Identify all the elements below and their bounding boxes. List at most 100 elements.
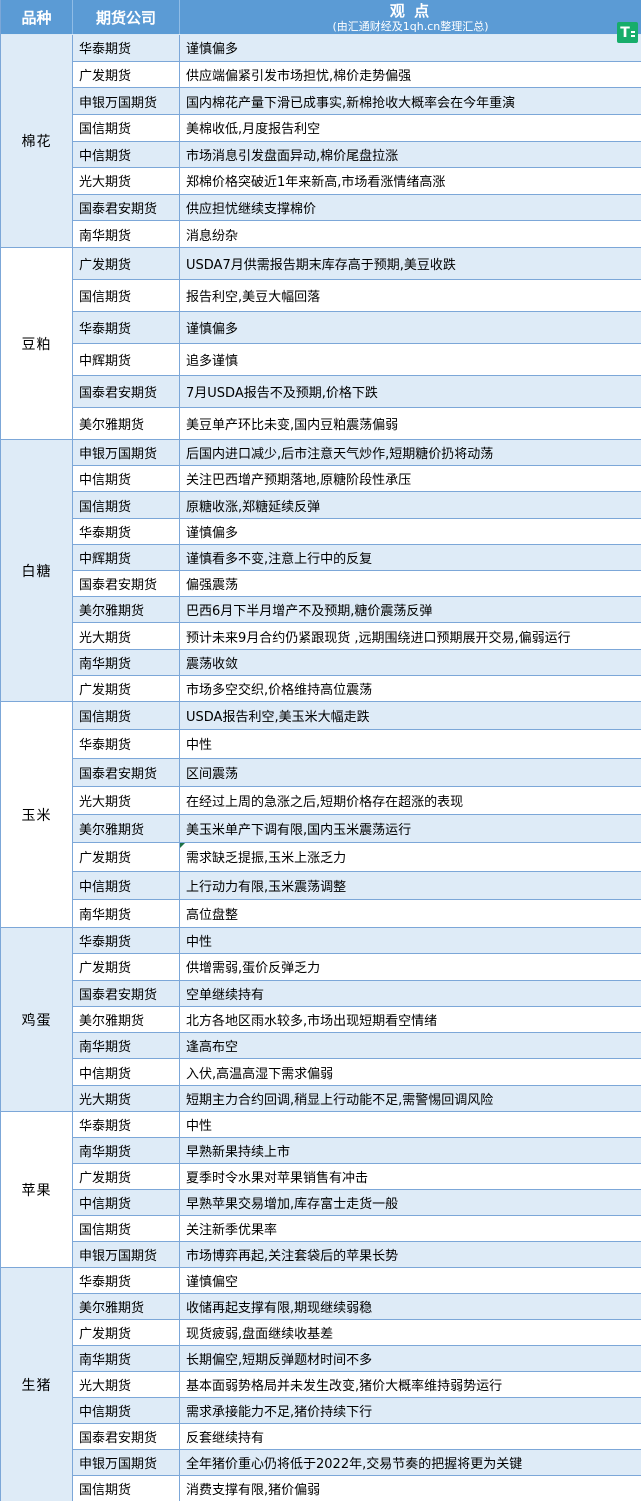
table-row: 华泰期货 谨慎偏多 xyxy=(73,35,641,62)
view-cell: 震荡收敛 xyxy=(186,656,239,672)
view-cell: 7月USDA报告不及预期,价格下跌 xyxy=(186,386,378,401)
variety-cell: 白糖 xyxy=(1,440,73,701)
table-row: 光大期货 预计未来9月合约仍紧跟现货 ,远期围绕进口预期展开交易,偏弱运行 xyxy=(73,623,641,650)
company-cell: 南华期货 xyxy=(73,649,180,675)
table-row: 华泰期货 中性 xyxy=(73,730,641,759)
section-生猪: 生猪 华泰期货 谨慎偏空 美尔雅期货 收储再起支撑有限,期现继续弱稳 广发期货 现货疲弱,盘… xyxy=(1,1268,641,1501)
company-cell: 华泰期货 xyxy=(73,1268,180,1293)
table-row: 广发期货 供增需弱,蛋价反弹乏力 xyxy=(73,954,641,981)
header-view-title: 观 点 xyxy=(389,2,432,21)
company-cell: 光大期货 xyxy=(73,1085,180,1111)
table-row: 中信期货 需求承接能力不足,猪价持续下行 xyxy=(73,1398,641,1424)
view-cell: 市场多空交织,价格维持高位震荡 xyxy=(186,682,373,698)
view-cell: 长期偏空,短期反弹题材时间不多 xyxy=(186,1353,373,1368)
header-view: 观 点 (由汇通财经及1qh.cn整理汇总) xyxy=(180,0,641,34)
company-cell: 国信期货 xyxy=(73,702,180,730)
company-cell: 美尔雅期货 xyxy=(73,1294,180,1319)
table-row: 华泰期货 中性 xyxy=(73,1112,641,1138)
table-row: 国信期货 关注新季优果率 xyxy=(73,1216,641,1242)
section-白糖: 白糖 申银万国期货 后国内进口减少,后市注意天气炒作,短期糖价扔将动荡 中信期货 关注巴… xyxy=(1,440,641,702)
table-row: 美尔雅期货 北方各地区雨水较多,市场出现短期看空情绪 xyxy=(73,1006,641,1034)
company-cell: 国信期货 xyxy=(73,114,180,141)
company-cell: 中信期货 xyxy=(73,871,180,899)
table-row: 南华期货 长期偏空,短期反弹题材时间不多 xyxy=(73,1346,641,1372)
view-cell: 供应端偏紧引发市场担忧,棉价走势偏强 xyxy=(186,68,412,84)
view-cell: 谨慎偏多 xyxy=(186,525,239,541)
company-cell: 中信期货 xyxy=(73,1398,180,1423)
table-row: 南华期货 高位盘整 xyxy=(73,899,641,927)
company-cell: 南华期货 xyxy=(73,899,180,927)
company-cell: 国泰君安期货 xyxy=(73,571,180,597)
view-cell: 预计未来9月合约仍紧跟现货 ,远期围绕进口预期展开交易,偏弱运行 xyxy=(186,630,571,646)
company-cell: 国信期货 xyxy=(73,280,180,311)
company-cell: 南华期货 xyxy=(73,1138,180,1163)
table-row: 广发期货 现货疲弱,盘面继续收基差 xyxy=(73,1320,641,1346)
view-cell: 郑棉价格突破近1年来新高,市场看涨情绪高涨 xyxy=(186,175,446,191)
company-cell: 美尔雅期货 xyxy=(73,1006,180,1033)
variety-cell: 生猪 xyxy=(1,1268,73,1501)
table-row: 广发期货 供应端偏紧引发市场担忧,棉价走势偏强 xyxy=(73,61,641,89)
table-row: 光大期货 短期主力合约回调,稍显上行动能不足,需警惕回调风险 xyxy=(73,1085,641,1111)
view-cell: 上行动力有限,玉米震荡调整 xyxy=(186,879,347,895)
company-cell: 申银万国期货 xyxy=(73,88,180,114)
table-row: 广发期货 市场多空交织,价格维持高位震荡 xyxy=(73,675,641,702)
header-view-subtitle: (由汇通财经及1qh.cn整理汇总) xyxy=(332,19,489,33)
table-row: 华泰期货 中性 xyxy=(73,928,641,955)
company-cell: 中信期货 xyxy=(73,466,180,492)
view-cell: 夏季时令水果对苹果销售有冲击 xyxy=(186,1171,369,1186)
logo-letter: T xyxy=(620,24,630,41)
view-cell: 短期主力合约回调,稍显上行动能不足,需警惕回调风险 xyxy=(186,1092,494,1108)
variety-cell: 苹果 xyxy=(1,1112,73,1267)
view-cell: 中性 xyxy=(186,935,213,951)
table-row: 华泰期货 谨慎偏多 xyxy=(73,312,641,344)
table-row: 国信期货 原糖收涨,郑糖延续反弹 xyxy=(73,492,641,519)
company-cell: 光大期货 xyxy=(73,1372,180,1397)
company-cell: 国泰君安期货 xyxy=(73,1424,180,1449)
variety-cell: 鸡蛋 xyxy=(1,928,73,1111)
table-row: 光大期货 郑棉价格突破近1年来新高,市场看涨情绪高涨 xyxy=(73,168,641,195)
view-cell: 美棉收低,月度报告利空 xyxy=(186,122,321,138)
view-cell: 入伏,高温高湿下需求偏弱 xyxy=(186,1066,334,1082)
table-row: 国泰君安期货 偏强震荡 xyxy=(73,571,641,598)
company-cell: 申银万国期货 xyxy=(73,1242,180,1267)
table-row: 中辉期货 谨慎看多不变,注意上行中的反复 xyxy=(73,544,641,572)
view-cell: 巴西6月下半月增产不及预期,糖价震荡反弹 xyxy=(186,604,433,620)
company-cell: 南华期货 xyxy=(73,1346,180,1371)
table-row: 国信期货 消费支撑有限,猪价偏弱 xyxy=(73,1476,641,1501)
view-cell: 美玉米单产下调有限,国内玉米震荡运行 xyxy=(186,823,412,839)
company-cell: 国泰君安期货 xyxy=(73,376,180,407)
company-cell: 广发期货 xyxy=(73,1164,180,1189)
table-row: 中信期货 市场消息引发盘面异动,棉价尾盘拉涨 xyxy=(73,141,641,169)
table-row: 国信期货 USDA报告利空,美玉米大幅走跌 xyxy=(73,702,641,731)
comment-marker-icon xyxy=(180,843,185,849)
table-row: 美尔雅期货 美玉米单产下调有限,国内玉米震荡运行 xyxy=(73,815,641,844)
variety-cell: 玉米 xyxy=(1,702,73,927)
table-row: 华泰期货 谨慎偏空 xyxy=(73,1268,641,1294)
table-row: 美尔雅期货 美豆单产环比未变,国内豆粕震荡偏弱 xyxy=(73,408,641,439)
variety-cell: 棉花 xyxy=(1,35,73,247)
view-cell: 美豆单产环比未变,国内豆粕震荡偏弱 xyxy=(186,418,399,433)
view-cell: 反套继续持有 xyxy=(186,1431,265,1446)
view-cell: 需求承接能力不足,猪价持续下行 xyxy=(186,1405,373,1420)
view-cell: 在经过上周的急涨之后,短期价格存在超涨的表现 xyxy=(186,794,464,810)
view-cell: 谨慎看多不变,注意上行中的反复 xyxy=(186,551,373,567)
company-cell: 华泰期货 xyxy=(73,518,180,544)
view-cell: 追多谨慎 xyxy=(186,354,239,369)
company-cell: 华泰期货 xyxy=(73,1112,180,1137)
view-cell: 谨慎偏多 xyxy=(186,42,239,58)
view-cell: 原糖收涨,郑糖延续反弹 xyxy=(186,499,321,515)
company-cell: 广发期货 xyxy=(73,248,180,279)
table-row: 国信期货 美棉收低,月度报告利空 xyxy=(73,114,641,142)
view-cell: 谨慎偏空 xyxy=(186,1275,239,1290)
table-row: 华泰期货 谨慎偏多 xyxy=(73,518,641,545)
view-cell: 中性 xyxy=(186,738,213,754)
view-cell: 消息纷杂 xyxy=(186,228,239,244)
view-cell: 国内棉花产量下滑已成事实,新棉抢收大概率会在今年重演 xyxy=(186,95,516,111)
company-cell: 中信期货 xyxy=(73,1059,180,1085)
company-cell: 国信期货 xyxy=(73,1476,180,1501)
table-row: 广发期货 USDA7月供需报告期末库存高于预期,美豆收跌 xyxy=(73,248,641,280)
company-cell: 国信期货 xyxy=(73,1216,180,1241)
company-cell: 广发期货 xyxy=(73,843,180,871)
header-variety: 品种 xyxy=(1,0,73,34)
